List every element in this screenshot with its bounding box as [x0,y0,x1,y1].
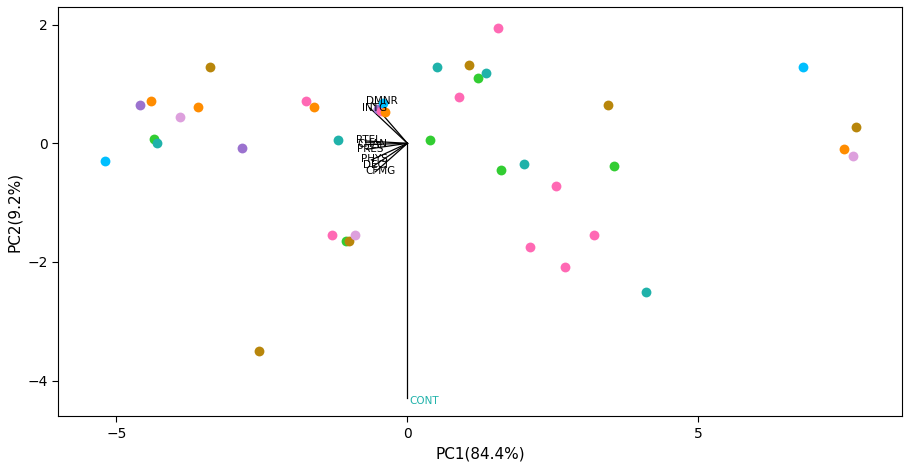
Point [342,237,356,245]
Point [374,107,388,115]
Point [423,137,437,144]
Text: CHAN: CHAN [357,139,387,149]
Point [325,232,339,239]
Point [330,137,345,144]
Point [479,70,494,77]
Text: DECI: DECI [364,160,388,170]
Text: INTG: INTG [362,103,387,113]
Point [150,139,165,147]
Point [601,101,615,109]
Point [516,161,531,168]
Point [378,109,393,116]
Point [471,74,485,82]
Point [639,288,654,295]
Point [836,146,851,153]
Point [523,243,537,251]
Point [235,144,249,152]
Point [348,232,363,239]
Point [494,166,508,174]
Point [174,113,188,120]
Text: PRES: PRES [357,144,384,154]
Point [845,153,860,160]
Point [145,97,159,104]
Point [452,93,466,101]
Point [548,182,563,190]
Point [298,97,313,104]
Point [606,162,621,169]
Point [191,103,205,110]
Point [97,157,112,165]
Point [375,99,390,107]
Text: DMNR: DMNR [365,95,397,106]
Y-axis label: PC2(9.2%): PC2(9.2%) [7,171,22,252]
Text: PHYS: PHYS [361,154,388,164]
Point [490,24,504,31]
Point [796,64,811,71]
Text: CONT: CONT [410,396,439,406]
Point [133,101,147,109]
Point [371,105,385,113]
Point [252,347,266,355]
Point [557,263,572,271]
Point [307,103,322,110]
Point [203,64,217,71]
Text: CFMG: CFMG [365,166,395,176]
Point [147,135,162,142]
Point [429,64,444,71]
Point [586,232,601,239]
Point [339,237,354,245]
Point [461,61,475,69]
X-axis label: PC1(84.4%): PC1(84.4%) [435,446,525,461]
Point [848,123,863,131]
Text: RTEL: RTEL [356,135,381,146]
